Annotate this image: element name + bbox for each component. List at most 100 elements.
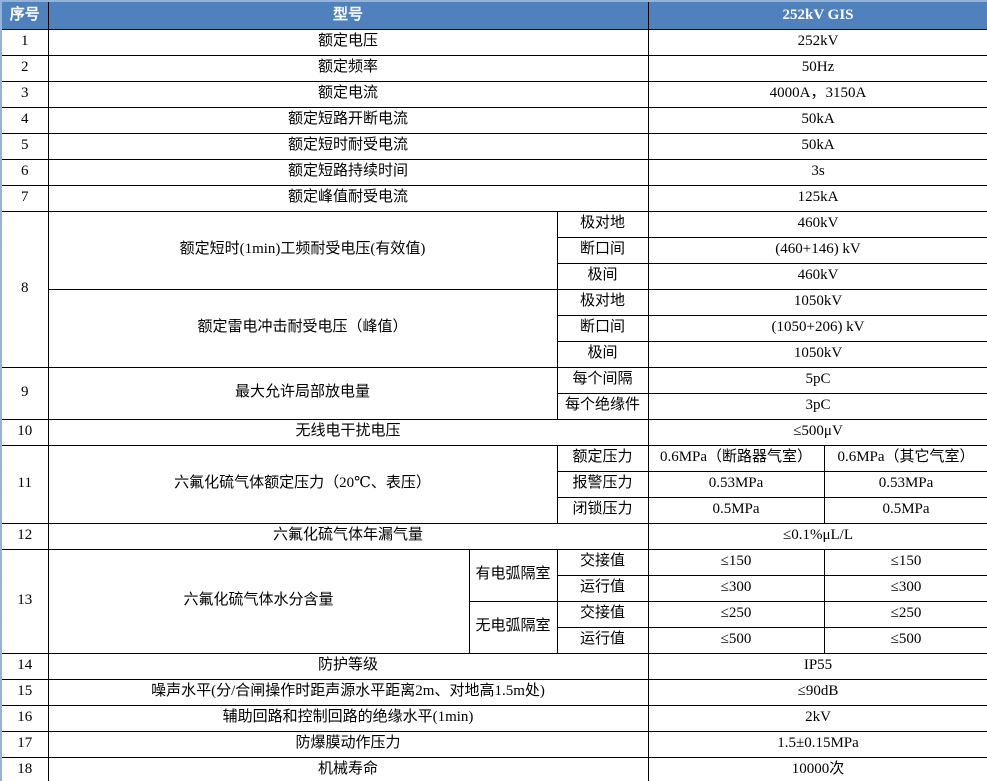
row8-group1-cond2: 断口间: [556, 236, 649, 264]
row16-value: 2kV: [647, 704, 987, 732]
row12-value: ≤0.1%μL/L: [647, 522, 987, 550]
row18-no: 18: [0, 756, 49, 781]
row13-chamber2: 无电弧隔室: [468, 600, 558, 654]
table-row: 4 额定短路开断电流 50kA: [0, 106, 987, 134]
table-row: 运行值 ≤300 ≤300: [1, 574, 987, 602]
row13-g1-value2b: ≤300: [823, 574, 987, 602]
row3-value: 4000A，3150A: [647, 80, 987, 108]
row7-value: 125kA: [647, 184, 987, 212]
row2-label: 额定频率: [47, 54, 649, 82]
row13-g2-value2a: ≤500: [647, 626, 825, 654]
row5-no: 5: [0, 132, 49, 160]
table-row: 11 六氟化硫气体额定压力（20℃、表压） 额定压力 0.6MPa（断路器气室）…: [0, 444, 987, 524]
row6-no: 6: [0, 158, 49, 186]
table-row: 额定雷电冲击耐受电压（峰值） 极对地 1050kV: [1, 288, 987, 368]
row13-g2-value1b: ≤250: [823, 600, 987, 628]
row13-g2-cond1: 交接值: [556, 600, 649, 628]
row13-no: 13: [0, 548, 49, 654]
row8-no: 8: [0, 210, 49, 368]
row17-no: 17: [0, 730, 49, 758]
table-row: 5 额定短时耐受电流 50kA: [0, 132, 987, 160]
table-row: 12 六氟化硫气体年漏气量 ≤0.1%μL/L: [0, 522, 987, 550]
row3-label: 额定电流: [47, 80, 649, 108]
row17-value: 1.5±0.15MPa: [647, 730, 987, 758]
row8-group2-cond1: 极对地: [556, 288, 649, 316]
row12-no: 12: [0, 522, 49, 550]
row11-label: 六氟化硫气体额定压力（20℃、表压）: [47, 444, 558, 524]
table-row: 14 防护等级 IP55: [0, 652, 987, 680]
row8-group1-value1: 460kV: [647, 210, 987, 238]
row6-label: 额定短路持续时间: [47, 158, 649, 186]
table-row: 6 额定短路持续时间 3s: [0, 158, 987, 186]
row8-group2-value3: 1050kV: [647, 340, 987, 368]
row8-group2-label: 额定雷电冲击耐受电压（峰值）: [47, 288, 558, 368]
row4-value: 50kA: [647, 106, 987, 134]
row11-cond2: 报警压力: [556, 470, 649, 498]
row13-g1-value1a: ≤150: [647, 548, 825, 576]
row11-no: 11: [0, 444, 49, 524]
row13-g1-value1b: ≤150: [823, 548, 987, 576]
table-row: 每个绝缘件 3pC: [1, 392, 987, 420]
table-row: 18 机械寿命 10000次: [0, 756, 987, 781]
table-row: 9 最大允许局部放电量 每个间隔 5pC: [0, 366, 987, 420]
row11-cond3: 闭锁压力: [556, 496, 649, 524]
row13-g1-cond2: 运行值: [556, 574, 649, 602]
row2-no: 2: [0, 54, 49, 82]
table-row: 断口间 (460+146) kV: [1, 236, 987, 264]
row13-g1-value2a: ≤300: [647, 574, 825, 602]
row14-value: IP55: [647, 652, 987, 680]
row11-value3a: 0.5MPa: [647, 496, 825, 524]
row9-label: 最大允许局部放电量: [47, 366, 558, 420]
row8-group1-value3: 460kV: [647, 262, 987, 290]
row1-no: 1: [0, 28, 49, 56]
row8-group2-cond3: 极间: [556, 340, 649, 368]
row10-value: ≤500μV: [647, 418, 987, 446]
row9-value2: 3pC: [647, 392, 987, 420]
row11-cond1: 额定压力: [556, 444, 649, 472]
row18-label: 机械寿命: [47, 756, 649, 781]
row14-label: 防护等级: [47, 652, 649, 680]
header-cell-no: 序号: [0, 0, 49, 30]
row12-label: 六氟化硫气体年漏气量: [47, 522, 649, 550]
row4-no: 4: [0, 106, 49, 134]
row11-value2b: 0.53MPa: [823, 470, 987, 498]
row1-value: 252kV: [647, 28, 987, 56]
table-row: 断口间 (1050+206) kV: [1, 314, 987, 342]
table-row: 2 额定频率 50Hz: [0, 54, 987, 82]
row11-value1a: 0.6MPa（断路器气室）: [647, 444, 825, 472]
table-row: 17 防爆膜动作压力 1.5±0.15MPa: [0, 730, 987, 758]
row7-label: 额定峰值耐受电流: [47, 184, 649, 212]
row17-label: 防爆膜动作压力: [47, 730, 649, 758]
row13-g2-cond2: 运行值: [556, 626, 649, 654]
table-row: 13 六氟化硫气体水分含量 有电弧隔室 交接值 ≤150 ≤150: [0, 548, 987, 654]
row8-group2-value1: 1050kV: [647, 288, 987, 316]
row5-label: 额定短时耐受电流: [47, 132, 649, 160]
row8-group1-value2: (460+146) kV: [647, 236, 987, 264]
row16-label: 辅助回路和控制回路的绝缘水平(1min): [47, 704, 649, 732]
row8-group1-cond3: 极间: [556, 262, 649, 290]
row15-label: 噪声水平(分/合闸操作时距声源水平距离2m、对地高1.5m处): [47, 678, 649, 706]
row8-group2-cond2: 断口间: [556, 314, 649, 342]
row13-g2-value2b: ≤500: [823, 626, 987, 654]
table-row: 报警压力 0.53MPa 0.53MPa: [1, 470, 987, 498]
row11-value1b: 0.6MPa（其它气室）: [823, 444, 987, 472]
row3-no: 3: [0, 80, 49, 108]
row1-label: 额定电压: [47, 28, 649, 56]
row15-no: 15: [0, 678, 49, 706]
row10-no: 10: [0, 418, 49, 446]
table-row: 1 额定电压 252kV: [0, 28, 987, 56]
row13-g1-cond1: 交接值: [556, 548, 649, 576]
row9-value1: 5pC: [647, 366, 987, 394]
table-row: 极间 1050kV: [1, 340, 987, 368]
row8-group1-cond1: 极对地: [556, 210, 649, 238]
row11-value3b: 0.5MPa: [823, 496, 987, 524]
row11-value2a: 0.53MPa: [647, 470, 825, 498]
row5-value: 50kA: [647, 132, 987, 160]
table-row: 8 额定短时(1min)工频耐受电压(有效值) 极对地 460kV: [0, 210, 987, 368]
row9-no: 9: [0, 366, 49, 420]
row9-cond1: 每个间隔: [556, 366, 649, 394]
table-row: 10 无线电干扰电压 ≤500μV: [0, 418, 987, 446]
header-row: 序号 型号 252kV GIS: [0, 0, 987, 30]
